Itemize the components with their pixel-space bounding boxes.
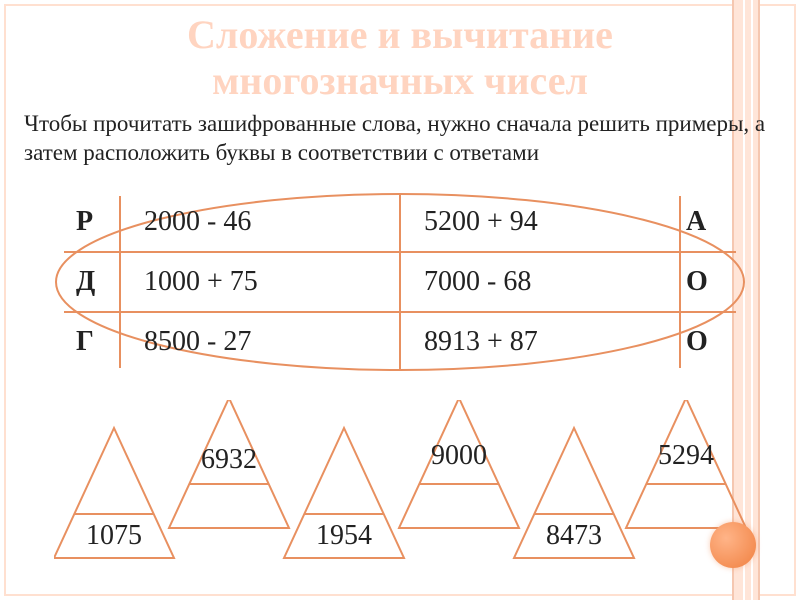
triangle-value: 8473	[514, 520, 634, 552]
letter-left: Р	[54, 192, 120, 252]
expression-left: 1000 + 75	[120, 252, 400, 312]
slide-content: Сложение и вычитание многозначных чисел …	[0, 0, 800, 600]
title-line-1: Сложение и вычитание	[0, 12, 800, 58]
expression-right: 7000 - 68	[400, 252, 680, 312]
table-cells: Р 2000 - 46 5200 + 94 А Д 1000 + 75 7000…	[54, 192, 746, 372]
letter-right: О	[680, 312, 746, 372]
letter-right: А	[680, 192, 746, 252]
expression-left: 8500 - 27	[120, 312, 400, 372]
triangle-value: 1954	[284, 520, 404, 552]
letter-right: О	[680, 252, 746, 312]
triangle-value: 1075	[54, 520, 174, 552]
expression-right: 5200 + 94	[400, 192, 680, 252]
table-row: Д 1000 + 75 7000 - 68 О	[54, 252, 746, 312]
problem-table: Р 2000 - 46 5200 + 94 А Д 1000 + 75 7000…	[54, 192, 746, 372]
table-row: Р 2000 - 46 5200 + 94 А	[54, 192, 746, 252]
triangle-value: 5294	[626, 440, 746, 472]
answer-triangles: 1075 1954 8473 6932 9000 5294	[54, 400, 746, 570]
letter-left: Г	[54, 312, 120, 372]
triangle-value: 6932	[169, 444, 289, 476]
letter-left: Д	[54, 252, 120, 312]
expression-right: 8913 + 87	[400, 312, 680, 372]
triangle-value: 9000	[399, 440, 519, 472]
table-row: Г 8500 - 27 8913 + 87 О	[54, 312, 746, 372]
instruction-text: Чтобы прочитать зашифрованные слова, нуж…	[0, 104, 800, 168]
title-line-2: многозначных чисел	[0, 58, 800, 104]
page-title: Сложение и вычитание многозначных чисел	[0, 0, 800, 104]
expression-left: 2000 - 46	[120, 192, 400, 252]
accent-circle-icon	[710, 522, 756, 568]
